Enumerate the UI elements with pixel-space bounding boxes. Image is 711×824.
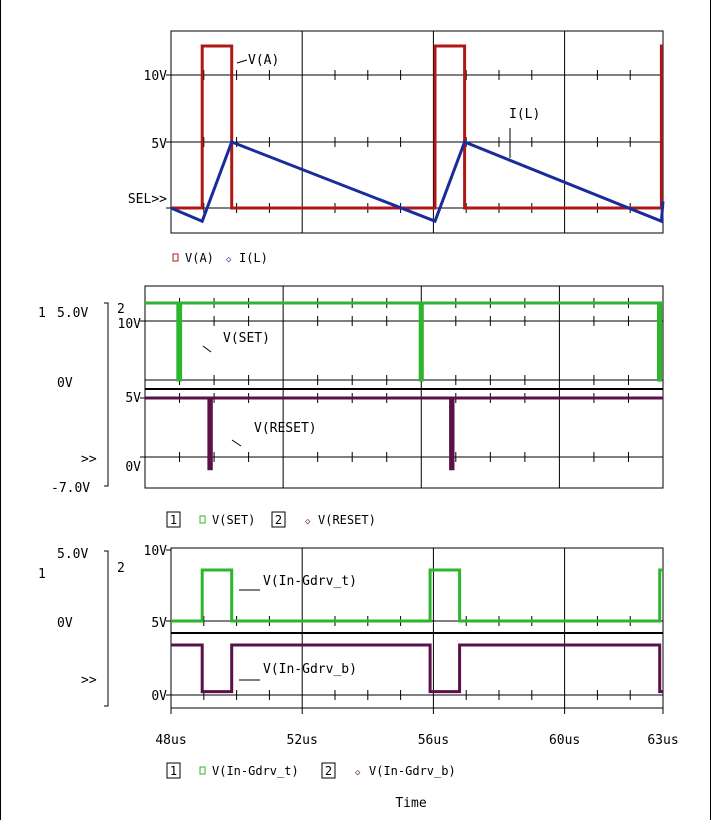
p3-left-5v: 5.0V <box>57 547 88 562</box>
p3-left-sel: >> <box>81 673 97 688</box>
panel-3-grid <box>166 548 663 708</box>
legend-gdrv-t-marker <box>199 766 206 775</box>
legend-gdrv-b-label: V(In-Gdrv_b) <box>369 764 456 778</box>
legend-gdrv-b-marker: ◇ <box>355 768 361 778</box>
p1-annot-va: V(A) <box>248 53 279 68</box>
p2-annot-set-arrow <box>202 345 212 353</box>
p3-lower-tick-5v: 5V <box>151 616 167 631</box>
x-tick-label-60: 60us <box>549 733 580 748</box>
legend-set-label: V(SET) <box>212 513 255 527</box>
series-v-a <box>171 44 663 210</box>
legend-index-2: 2 <box>275 513 282 527</box>
series-v-reset <box>145 396 663 471</box>
p2-annot-reset: V(RESET) <box>254 421 317 436</box>
panel-2-series <box>145 301 663 471</box>
legend-va-marker <box>172 253 179 262</box>
p2-left-5v: 5.0V <box>57 306 88 321</box>
p3-left-0v: 0V <box>57 616 73 631</box>
x-axis-title: Time <box>395 796 426 811</box>
x-tick-label-63: 63us <box>647 733 678 748</box>
legend-index-box-2 <box>271 511 286 528</box>
p2-left-neg7v: -7.0V <box>51 481 90 496</box>
p3-left-label-1: 1 <box>38 567 46 582</box>
panel-1-frame <box>170 30 664 234</box>
p2-annot-reset-arrow <box>231 439 242 447</box>
p1-ytick-5v: 5V <box>151 137 167 152</box>
panel-2: 1 5.0V 0V >> -7.0V 2 10V 5V 0V V(SET) V(… <box>38 285 664 528</box>
p2-lower-tick-5v: 5V <box>125 391 141 406</box>
p2-lower-tick-0v: 0V <box>125 460 141 475</box>
p2-left-0v: 0V <box>57 376 73 391</box>
legend-reset-label: V(RESET) <box>318 513 376 527</box>
p3-plot-number: 2 <box>117 561 125 576</box>
legend-index-box-1 <box>166 511 181 528</box>
legend-reset-marker: ◇ <box>305 517 311 527</box>
p2-left-axis <box>104 302 109 487</box>
legend3-index-box-2 <box>321 762 336 779</box>
x-axis-ticks: 48us 52us 56us 60us 63us <box>155 708 679 748</box>
panel-1: 10V 5V SEL>> V(A) I(L) V(A) ◇ I(L) <box>128 30 665 265</box>
panel-1-series <box>170 44 665 224</box>
panel-2-frame <box>144 285 664 489</box>
panel-3: 1 5.0V 0V >> 2 10V 5V 0V V(In-Gdrv_t) V(… <box>38 544 679 811</box>
panel-3-frame <box>170 547 664 709</box>
panel-2-grid <box>140 286 663 488</box>
p3-annot-b: V(In-Gdrv_b) <box>263 662 357 677</box>
panel-1-grid <box>166 31 663 233</box>
p1-ytick-10v: 10V <box>144 69 168 84</box>
legend-set-marker <box>199 515 206 524</box>
p2-upper-tick-10v: 10V <box>118 317 142 332</box>
legend-gdrv-t-label: V(In-Gdrv_t) <box>212 764 299 778</box>
series-v-set <box>145 301 663 382</box>
x-tick-label-52: 52us <box>287 733 318 748</box>
p1-annot-il: I(L) <box>509 107 540 122</box>
p3-left-axis <box>104 550 109 707</box>
p2-plot-number: 2 <box>117 302 125 317</box>
legend-index-1: 1 <box>170 513 177 527</box>
series-i-l <box>170 140 665 224</box>
series-v-in-gdrv-t <box>171 568 663 623</box>
series-v-in-gdrv-b <box>171 643 663 694</box>
x-tick-label-56: 56us <box>418 733 449 748</box>
legend-va-label: V(A) <box>185 251 214 265</box>
x-tick-label-48: 48us <box>155 733 186 748</box>
legend3-index-box-1 <box>166 762 181 779</box>
p2-left-label-1: 1 <box>38 306 46 321</box>
p3-lower-tick-0v: 0V <box>151 689 167 704</box>
panel-3-series <box>171 568 663 694</box>
p3-upper-tick-10v: 10V <box>144 544 168 559</box>
p3-annot-t: V(In-Gdrv_t) <box>263 574 357 589</box>
p1-annot-va-arrow <box>236 59 248 64</box>
legend-il-label: I(L) <box>239 251 268 265</box>
legend3-index-1: 1 <box>170 764 177 778</box>
legend-il-marker: ◇ <box>226 255 232 265</box>
legend3-index-2: 2 <box>325 764 332 778</box>
p2-annot-set: V(SET) <box>223 331 270 346</box>
p2-left-sel: >> <box>81 452 97 467</box>
p1-ytick-sel: SEL>> <box>128 192 167 207</box>
